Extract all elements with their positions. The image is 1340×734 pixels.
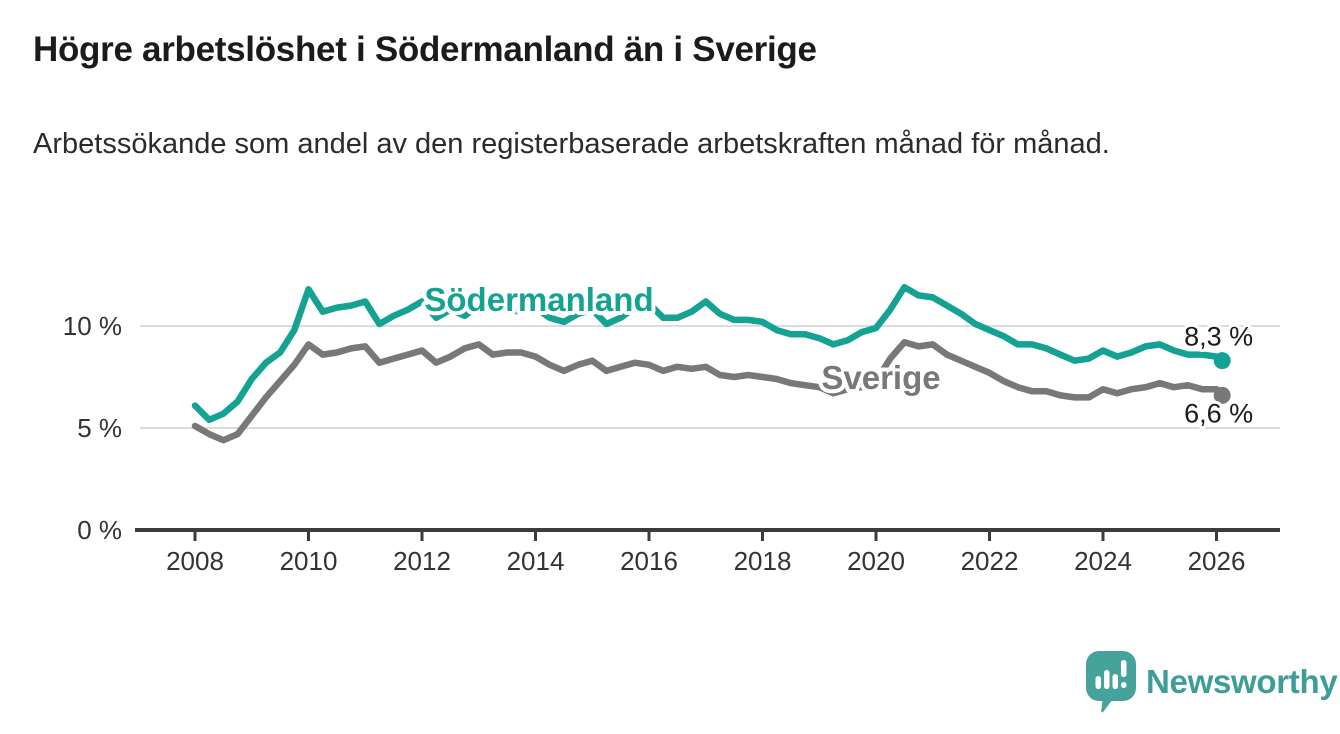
x-tick-label-2020: 2020 bbox=[847, 546, 905, 576]
page-title: Högre arbetslöshet i Södermanland än i S… bbox=[33, 30, 817, 69]
series-end-value-sverige: 6,6 % bbox=[1184, 398, 1253, 428]
x-tick-label-2008: 2008 bbox=[166, 546, 224, 576]
x-tick-label-2012: 2012 bbox=[393, 546, 451, 576]
x-tick-label-2024: 2024 bbox=[1074, 546, 1132, 576]
y-tick-label-5: 5 % bbox=[77, 413, 122, 443]
series-label-södermanland: Södermanland bbox=[424, 281, 653, 318]
series-end-dot-södermanland bbox=[1213, 352, 1231, 370]
series-line-södermanland bbox=[191, 283, 1226, 424]
y-tick-label-10: 10 % bbox=[63, 311, 122, 341]
newsworthy-brand-link[interactable]: Newsworthy bbox=[1086, 651, 1338, 713]
x-tick-label-2010: 2010 bbox=[280, 546, 338, 576]
x-tick-label-2026: 2026 bbox=[1188, 546, 1246, 576]
newsworthy-logo-icon bbox=[1086, 651, 1136, 713]
chart-subtitle: Arbetssökande som andel av den registerb… bbox=[33, 128, 1110, 160]
brand-name: Newsworthy bbox=[1146, 663, 1338, 700]
y-tick-label-0: 0 % bbox=[77, 515, 122, 545]
series-end-value-södermanland: 8,3 % bbox=[1184, 322, 1253, 352]
series-label-sverige: Sverige bbox=[821, 359, 940, 396]
unemployment-line-chart: 2008 2010 2012 2014 2016 2018 2020 2022 2024 2026… bbox=[62, 281, 1280, 576]
x-tick-label-2022: 2022 bbox=[961, 546, 1019, 576]
series-end-dot-sverige bbox=[1213, 386, 1231, 404]
x-tick-label-2018: 2018 bbox=[734, 546, 792, 576]
x-tick-label-2014: 2014 bbox=[507, 546, 565, 576]
series-line-sverige bbox=[191, 339, 1226, 444]
x-tick-label-2016: 2016 bbox=[620, 546, 678, 576]
